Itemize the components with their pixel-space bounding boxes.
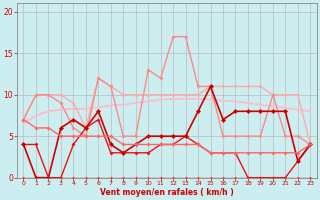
X-axis label: Vent moyen/en rafales ( km/h ): Vent moyen/en rafales ( km/h ) [100,188,234,197]
